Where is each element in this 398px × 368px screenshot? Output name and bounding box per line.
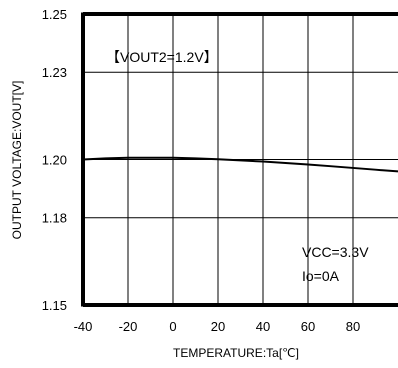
x-tick-label: 60 [301, 319, 315, 334]
y-tick-label: 1.15 [42, 298, 67, 313]
y-tick-label: 1.23 [42, 65, 67, 80]
y-tick-label: 1.25 [42, 7, 67, 22]
series-line [82, 156, 398, 173]
tick-labels: -40 -20 0 20 40 60 80 1.25 1.23 1.20 1.18 1.15 [42, 7, 361, 334]
x-tick-label: 80 [346, 319, 360, 334]
condition-annotation: 【VOUT2=1.2V】 [106, 49, 218, 65]
grid-lines [83, 14, 398, 305]
io-annotation: Io=0A [302, 268, 340, 284]
series-line-group [82, 156, 398, 173]
x-tick-label: 20 [211, 319, 225, 334]
x-tick-label: -40 [74, 319, 93, 334]
x-axis-label: TEMPERATURE:Ta[℃] [173, 346, 299, 360]
plot-frame [81, 12, 398, 307]
x-tick-label: -20 [119, 319, 138, 334]
y-axis-label: OUTPUT VOLTAGE:VOUT[V] [10, 81, 24, 240]
x-tick-label: 40 [256, 319, 270, 334]
vcc-annotation: VCC=3.3V [302, 244, 369, 260]
y-tick-label: 1.18 [42, 211, 67, 226]
x-tick-label: 0 [169, 319, 176, 334]
y-tick-label: 1.20 [42, 153, 67, 168]
